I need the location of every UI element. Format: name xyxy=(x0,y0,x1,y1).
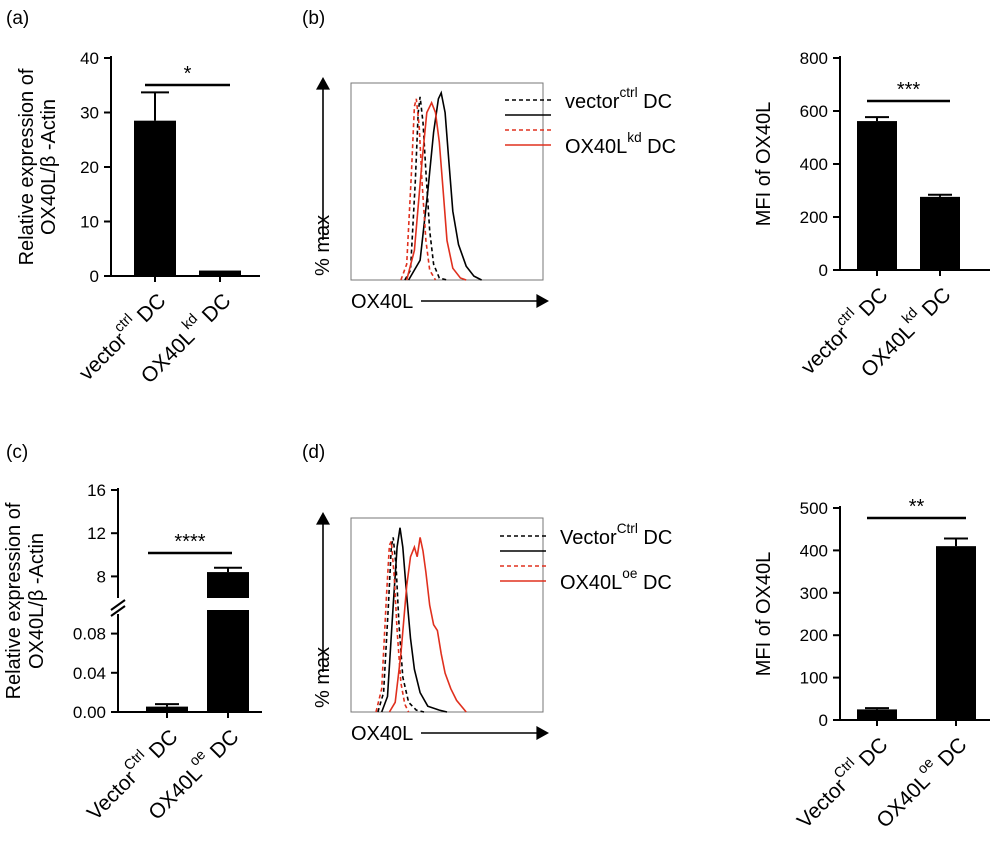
c-y-tick-label: 0.08 xyxy=(73,625,106,644)
b-y-tick-label: 800 xyxy=(800,49,828,68)
d-bar xyxy=(857,709,897,720)
c-y-tick-label: 12 xyxy=(87,524,106,543)
a-y-tick-label: 30 xyxy=(80,104,99,123)
c-y-tick-label: 0.00 xyxy=(73,703,106,722)
b-ylabel: % max xyxy=(312,215,334,276)
panel-label-d: (d) xyxy=(302,442,325,463)
b-histogram-curve xyxy=(404,96,448,281)
c-bar xyxy=(207,610,249,712)
a-bar xyxy=(134,120,176,276)
b-histogram-curve xyxy=(400,98,437,281)
c-y-tick-label: 16 xyxy=(87,481,106,500)
panel-label-b: (b) xyxy=(302,8,325,29)
c-y-tick-label: 8 xyxy=(97,567,106,586)
d-plot-frame xyxy=(350,517,544,713)
d-bar xyxy=(936,546,976,720)
a-ylabel-line2: OX40L/β -Actin xyxy=(38,99,60,235)
d-ylabel: % max xyxy=(312,647,334,708)
b-legend-label-2: OX40Lkd DC xyxy=(565,130,676,158)
c-axis-break-mark xyxy=(110,599,126,611)
d-x-arrow-head xyxy=(536,726,549,740)
d-y-tick-label: 500 xyxy=(800,499,828,518)
b-xlabel: OX40L xyxy=(351,291,413,313)
b-histogram-curve xyxy=(405,100,467,281)
c-ylabel-line1: Relative expression of xyxy=(3,502,25,699)
c-y-tick-label: 0.04 xyxy=(73,664,106,683)
d-y-arrow-head xyxy=(316,512,330,525)
d-y-tick-label: 200 xyxy=(800,626,828,645)
b-plot-frame xyxy=(350,82,544,281)
d-histogram-curve xyxy=(388,537,467,713)
b-y-tick-label: 400 xyxy=(800,155,828,174)
d-y-tick-label: 400 xyxy=(800,541,828,560)
d-xlabel: OX40L xyxy=(351,723,413,745)
c-bar xyxy=(146,706,188,712)
d-histogram-curve xyxy=(380,527,448,713)
d-histogram-curve xyxy=(375,538,410,713)
b-histogram-curve xyxy=(407,90,482,281)
d-ylabel: MFI of OX40L xyxy=(753,552,775,677)
b-y-tick-label: 200 xyxy=(800,208,828,227)
a-y-tick-label: 20 xyxy=(80,158,99,177)
panel-label-a: (a) xyxy=(6,8,29,29)
b-y-tick-label: 0 xyxy=(819,261,828,280)
c-ylabel-line2: OX40L/β -Actin xyxy=(26,533,48,669)
d-legend-label-1: VectorCtrl DC xyxy=(560,521,672,549)
b-x-arrow-head xyxy=(536,294,549,308)
panel-label-c: (c) xyxy=(6,442,28,463)
a-ylabel-line1: Relative expression of xyxy=(16,68,38,265)
a-y-tick-label: 10 xyxy=(80,213,99,232)
d-y-tick-label: 300 xyxy=(800,584,828,603)
c-significance-label: **** xyxy=(174,531,205,553)
b-y-arrow-head xyxy=(316,77,330,90)
d-y-tick-label: 100 xyxy=(800,669,828,688)
b-ylabel: MFI of OX40L xyxy=(753,102,775,227)
d-significance-label: ** xyxy=(909,496,925,518)
c-bar xyxy=(207,572,249,598)
c-axis-break-mark xyxy=(110,605,126,617)
d-legend-label-2: OX40Loe DC xyxy=(560,566,672,594)
b-bar xyxy=(857,121,897,270)
d-y-tick-label: 0 xyxy=(819,711,828,730)
b-significance-label: *** xyxy=(897,79,921,101)
a-y-tick-label: 40 xyxy=(80,49,99,68)
b-bar xyxy=(920,196,960,270)
a-significance-label: * xyxy=(184,63,192,85)
a-bar xyxy=(199,270,241,276)
a-y-tick-label: 0 xyxy=(90,267,99,286)
b-legend-label-1: vectorctrl DC xyxy=(565,85,672,113)
b-y-tick-label: 600 xyxy=(800,102,828,121)
